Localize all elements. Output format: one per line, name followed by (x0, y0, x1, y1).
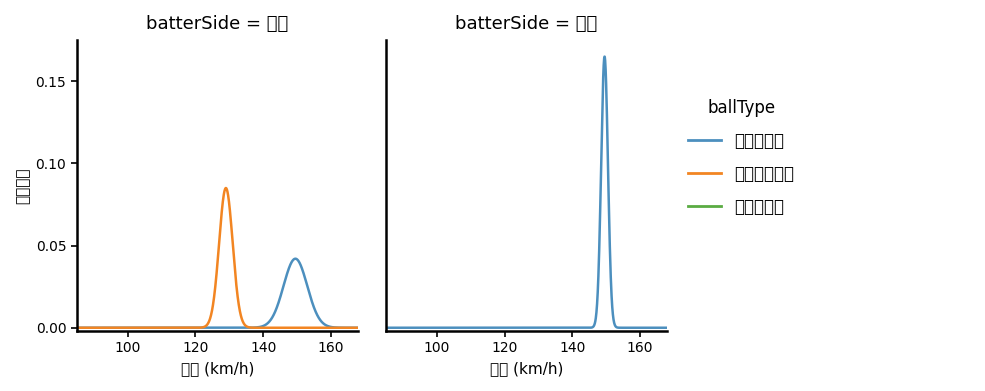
X-axis label: 球速 (km/h): 球速 (km/h) (180, 361, 254, 376)
X-axis label: 球速 (km/h): 球速 (km/h) (490, 361, 563, 376)
Title: batterSide = 右打: batterSide = 右打 (147, 15, 289, 33)
Title: batterSide = 左打: batterSide = 左打 (455, 15, 598, 33)
Y-axis label: 確率密度: 確率密度 (15, 167, 30, 204)
Legend: ストレート, カットボール, スライダー: ストレート, カットボール, スライダー (682, 92, 801, 222)
